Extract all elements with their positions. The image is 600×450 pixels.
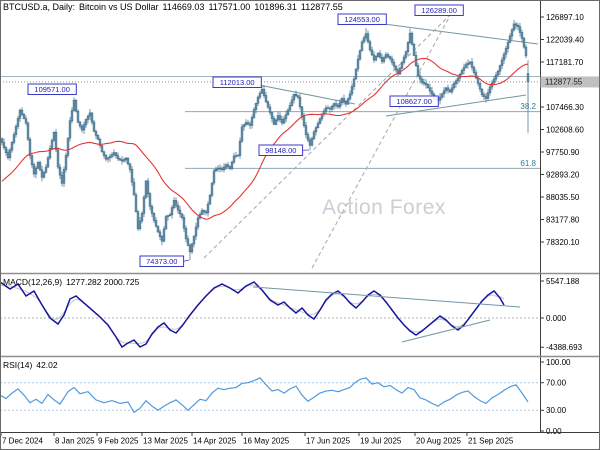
svg-text:88035.50: 88035.50 (546, 193, 580, 202)
time-axis[interactable]: 7 Dec 2024 8 Jan 2025 9 Feb 2025 13 Mar 202… (0, 432, 514, 446)
svg-text:20 Aug 2025: 20 Aug 2025 (416, 437, 461, 446)
svg-text:112877.55: 112877.55 (545, 78, 583, 87)
bar-open-value: 114669.03 (162, 2, 205, 12)
price-annotation-labels[interactable]: 109571.00 112013.00 124553.00 126289.00 1086… (27, 4, 464, 267)
instrument-name: Bitcoin vs US Dollar (79, 2, 159, 12)
svg-text:16 May 2025: 16 May 2025 (243, 437, 290, 446)
price-trendlines[interactable] (0, 8, 540, 269)
current-price-axis-label: 112877.55 (540, 76, 600, 88)
price-axis[interactable]: 126897.10122039.40117181.70112324.001074… (540, 0, 584, 432)
svg-text:21 Sep 2025: 21 Sep 2025 (468, 437, 514, 446)
svg-text:13 Mar 2025: 13 Mar 2025 (143, 437, 188, 446)
svg-text:102608.60: 102608.60 (546, 125, 584, 134)
svg-text:30.00: 30.00 (546, 406, 567, 415)
rsi-name: RSI(14) (3, 360, 33, 370)
rsi-indicator-label: RSI(14) 42.02 (3, 360, 62, 370)
svg-text:7 Dec 2024: 7 Dec 2024 (2, 437, 43, 446)
svg-text:109571.00: 109571.00 (34, 85, 69, 94)
macd-values: 1277.282 2000.725 (66, 277, 140, 287)
candlesticks[interactable] (0, 19, 530, 261)
rsi-axis[interactable]: 100.00 70.00 30.00 0.00 (540, 358, 571, 436)
rsi-value: 42.02 (36, 360, 58, 370)
svg-text:9 Feb 2025: 9 Feb 2025 (98, 437, 139, 446)
svg-text:8 Jan 2025: 8 Jan 2025 (55, 437, 95, 446)
svg-text:126289.00: 126289.00 (421, 6, 456, 15)
svg-text:38.2: 38.2 (520, 102, 536, 111)
svg-text:98148.00: 98148.00 (265, 146, 296, 155)
svg-text:78320.10: 78320.10 (546, 238, 580, 247)
watermark: Action Forex (322, 196, 446, 219)
svg-text:-4388.693: -4388.693 (546, 343, 583, 352)
svg-text:83177.80: 83177.80 (546, 215, 580, 224)
svg-text:100.00: 100.00 (546, 358, 571, 367)
panel-dividers (0, 272, 600, 433)
macd-line (0, 281, 505, 349)
svg-text:107466.30: 107466.30 (546, 103, 584, 112)
macd-axis[interactable]: 5547.188 0.000 -4388.693 (540, 277, 583, 352)
svg-text:17 Jun 2025: 17 Jun 2025 (306, 437, 351, 446)
rsi-line (0, 377, 529, 414)
macd-indicator-label: MACD(12,26,9) 1277.282 2000.725 (3, 277, 143, 287)
bar-high-value: 117571.00 (208, 2, 251, 12)
svg-text:92893.20: 92893.20 (546, 170, 580, 179)
svg-text:74373.00: 74373.00 (146, 257, 177, 266)
svg-text:112013.00: 112013.00 (220, 78, 255, 87)
fib-retracement-levels[interactable]: 38.2 61.8 (185, 102, 540, 169)
bar-low-value: 101896.31 (254, 2, 297, 12)
svg-text:122039.40: 122039.40 (546, 35, 584, 44)
svg-text:126897.10: 126897.10 (546, 13, 584, 22)
svg-text:108627.00: 108627.00 (396, 97, 431, 106)
svg-text:97750.90: 97750.90 (546, 148, 580, 157)
svg-text:0.00: 0.00 (546, 427, 562, 436)
chart-title-bar: BTCUSD.a, Daily: Bitcoin vs US Dollar 1146… (3, 2, 347, 12)
bar-close-value: 112877.55 (300, 2, 343, 12)
symbol-period-label: BTCUSD.a, Daily: (3, 2, 76, 12)
svg-text:19 Jul 2025: 19 Jul 2025 (360, 437, 402, 446)
rsi-overbought-oversold-lines (0, 382, 540, 411)
svg-text:0.000: 0.000 (546, 314, 567, 323)
svg-text:5547.188: 5547.188 (546, 277, 580, 286)
svg-text:61.8: 61.8 (520, 159, 536, 168)
svg-text:70.00: 70.00 (546, 379, 567, 388)
macd-name: MACD(12,26,9) (3, 277, 63, 287)
moving-average-line (1, 57, 528, 220)
macd-signal-line (0, 284, 505, 345)
svg-text:117181.70: 117181.70 (546, 58, 584, 67)
svg-text:14 Apr 2025: 14 Apr 2025 (193, 437, 237, 446)
svg-text:124553.00: 124553.00 (344, 15, 379, 24)
macd-trendlines[interactable] (252, 286, 521, 343)
